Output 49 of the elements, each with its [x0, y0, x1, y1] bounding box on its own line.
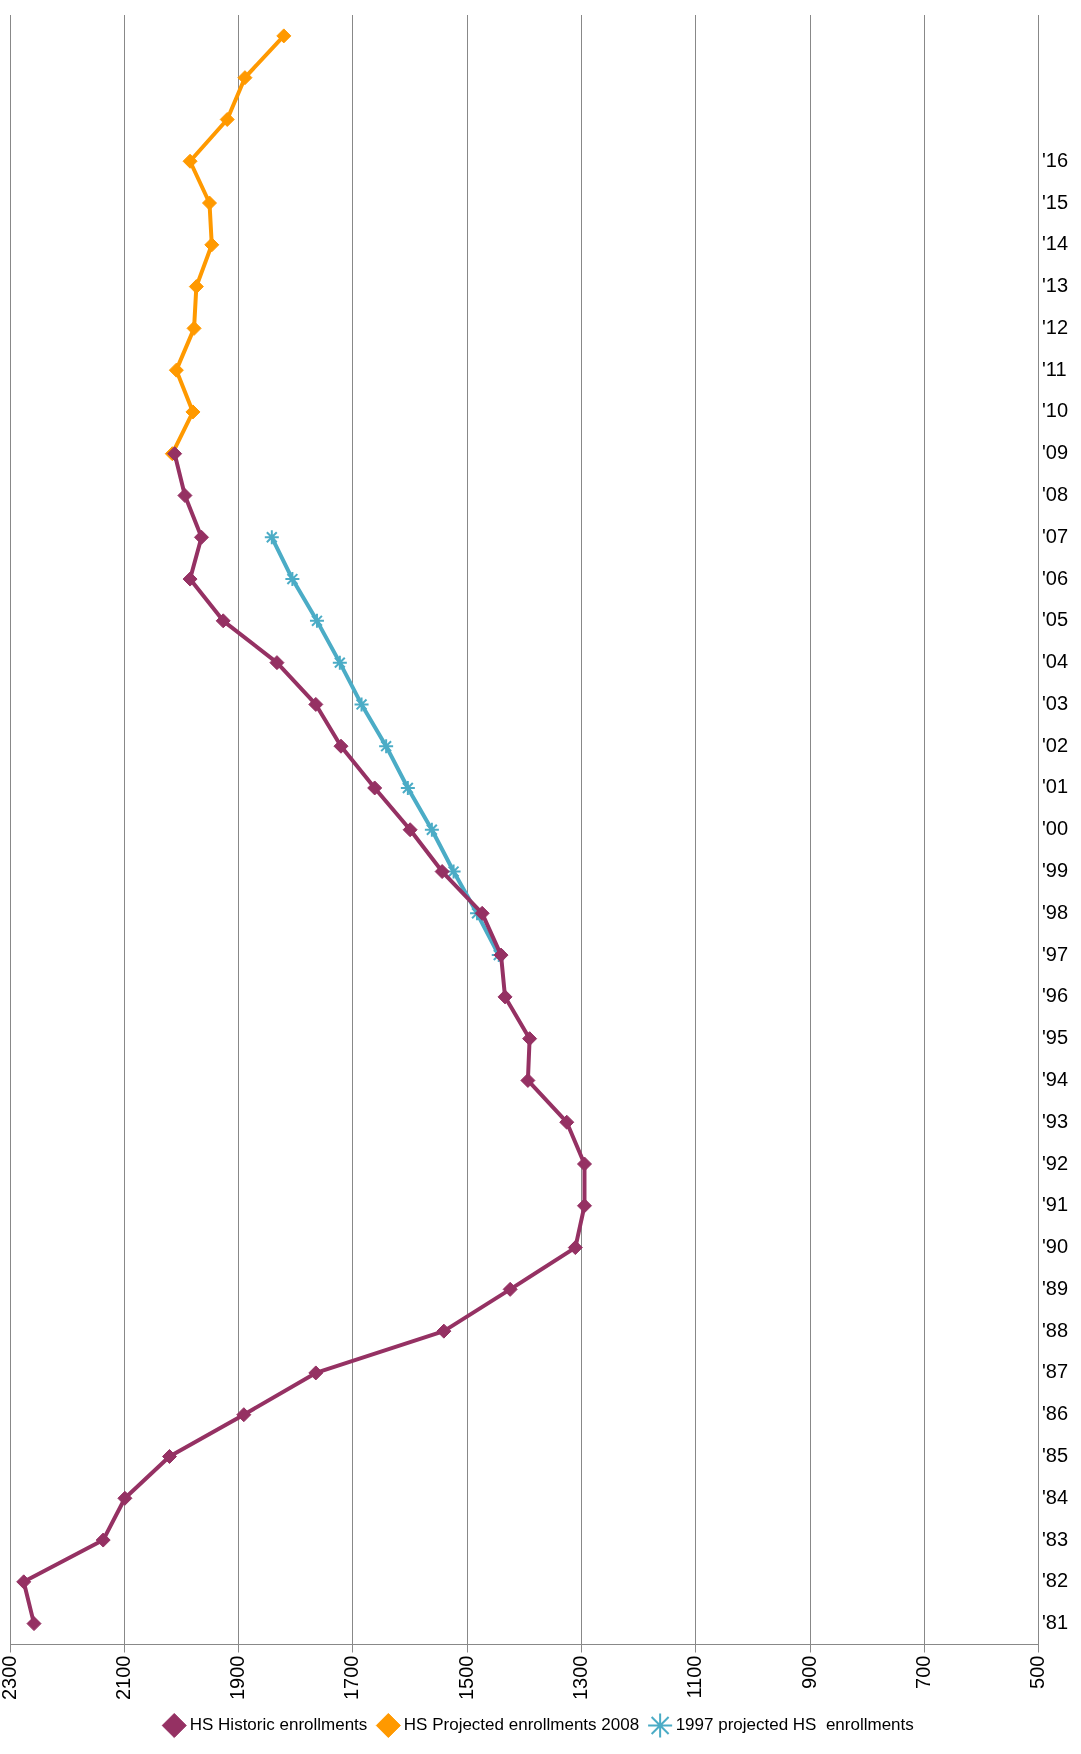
y-tick-label: '09	[1041, 441, 1069, 464]
x-tick-label: 1500	[454, 1655, 477, 1701]
x-tick-label: 2100	[111, 1655, 134, 1701]
y-tick-label: '97	[1041, 942, 1069, 965]
y-tick-label: '94	[1041, 1067, 1069, 1090]
y-tick-label: '00	[1041, 817, 1069, 840]
y-tick-label: '12	[1041, 315, 1069, 338]
x-tick-label: 1100	[683, 1655, 706, 1699]
y-tick-label: '16	[1041, 148, 1069, 171]
y-tick-label: '07	[1041, 524, 1069, 547]
y-tick-label: '95	[1041, 1026, 1069, 1049]
y-tick-label: '13	[1041, 274, 1069, 297]
legend-label: HS Historic enrollments	[189, 1715, 368, 1735]
y-tick-label: '06	[1041, 566, 1069, 589]
y-tick-label: '96	[1041, 984, 1069, 1007]
legend-label: 1997 projected HS enrollments	[675, 1715, 914, 1735]
y-tick-label: '99	[1041, 859, 1069, 882]
y-tick-label: '14	[1041, 232, 1069, 255]
x-tick-label: 500	[1026, 1655, 1049, 1689]
y-tick-label: '01	[1041, 775, 1069, 798]
y-tick-label: '89	[1041, 1276, 1069, 1299]
y-tick-label: '86	[1041, 1402, 1069, 1425]
x-tick-label: 1900	[226, 1655, 249, 1701]
y-tick-label: '93	[1041, 1109, 1069, 1132]
y-tick-label: '02	[1041, 733, 1069, 756]
y-tick-label: '04	[1041, 650, 1069, 673]
y-tick-label: '87	[1041, 1360, 1069, 1383]
y-tick-label: '08	[1041, 483, 1069, 506]
y-tick-label: '92	[1041, 1151, 1069, 1174]
y-tick-label: '85	[1041, 1444, 1069, 1466]
y-tick-label: '83	[1041, 1527, 1069, 1550]
y-tick-label: '84	[1041, 1485, 1069, 1508]
y-tick-label: '05	[1041, 608, 1069, 631]
y-tick-label: '90	[1041, 1235, 1069, 1258]
y-tick-label: '03	[1041, 691, 1069, 714]
x-tick-label: 1700	[340, 1655, 363, 1701]
x-tick-label: 2300	[0, 1655, 20, 1701]
y-tick-label: '15	[1041, 190, 1069, 213]
y-tick-label: '91	[1041, 1193, 1069, 1216]
y-tick-label: '10	[1041, 399, 1069, 422]
y-tick-label: '81	[1041, 1611, 1069, 1634]
y-tick-label: '82	[1041, 1569, 1069, 1592]
y-tick-label: '11	[1041, 357, 1067, 380]
x-tick-label: 900	[797, 1655, 820, 1689]
y-tick-label: '88	[1041, 1318, 1069, 1341]
legend-label: HS Projected enrollments 2008	[403, 1715, 640, 1735]
x-tick-label: 700	[912, 1655, 935, 1689]
y-tick-label: '98	[1041, 900, 1069, 923]
x-tick-label: 1300	[569, 1655, 592, 1701]
